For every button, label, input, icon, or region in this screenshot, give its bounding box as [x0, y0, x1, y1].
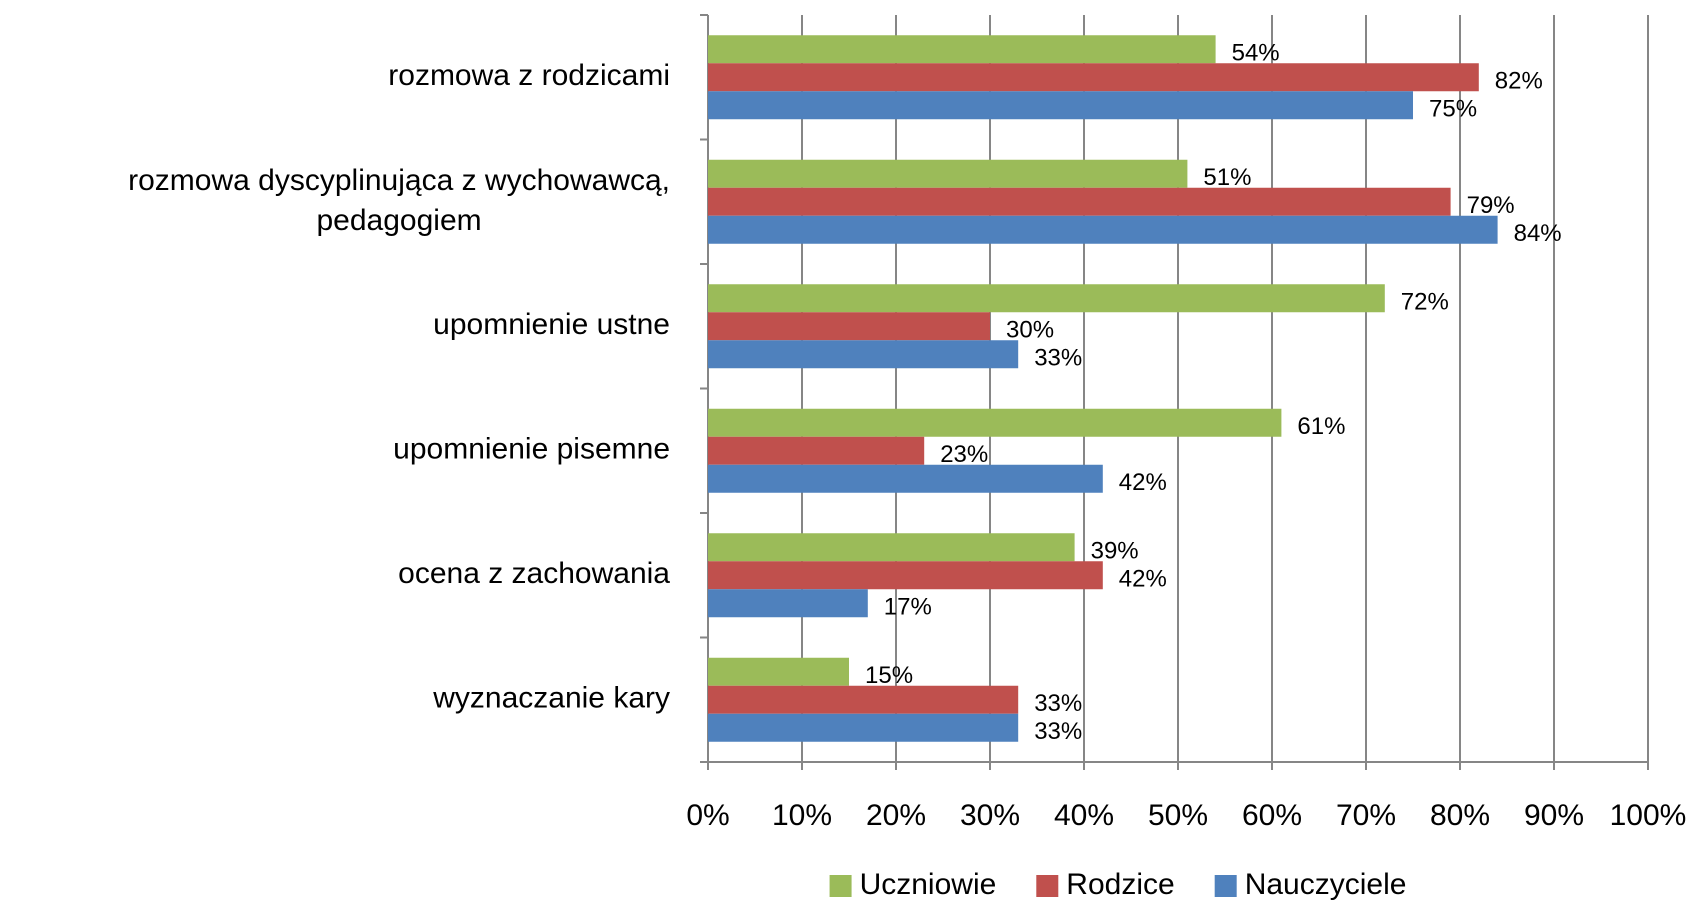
bar	[708, 340, 1019, 369]
bar	[708, 657, 849, 686]
x-tick-label: 70%	[1336, 799, 1396, 832]
data-label: 51%	[1203, 164, 1251, 191]
legend-label: Uczniowie	[860, 868, 997, 901]
data-label: 42%	[1119, 469, 1167, 496]
data-label: 23%	[940, 441, 988, 468]
data-label: 84%	[1514, 220, 1562, 247]
y-tick-label: upomnienie ustne	[433, 308, 670, 341]
legend-swatch	[829, 875, 852, 897]
x-tick-label: 50%	[1148, 799, 1208, 832]
data-label: 72%	[1401, 289, 1449, 316]
x-tick-label: 20%	[866, 799, 926, 832]
data-label: 33%	[1034, 718, 1082, 745]
data-label: 17%	[884, 594, 932, 621]
legend-label: Nauczyciele	[1245, 868, 1407, 901]
x-tick-label: 0%	[686, 799, 729, 832]
data-label: 33%	[1034, 690, 1082, 717]
legend-swatch	[1214, 875, 1237, 897]
x-tick-label: 40%	[1054, 799, 1114, 832]
y-tick-label: wyznaczanie kary	[432, 682, 670, 715]
bar	[708, 312, 990, 341]
legend-label: Rodzice	[1066, 868, 1174, 901]
bar	[708, 35, 1216, 64]
data-label: 82%	[1495, 68, 1543, 95]
data-label: 75%	[1429, 96, 1477, 123]
x-tick-label: 90%	[1524, 799, 1584, 832]
data-label: 30%	[1006, 317, 1054, 344]
bar	[708, 589, 868, 618]
x-tick-label: 80%	[1430, 799, 1490, 832]
x-tick-label: 100%	[1610, 799, 1687, 832]
bar	[708, 215, 1498, 244]
bar	[708, 284, 1385, 313]
bar	[708, 63, 1479, 92]
data-label: 33%	[1034, 345, 1082, 372]
bar	[708, 408, 1282, 437]
bar	[708, 533, 1075, 562]
data-label: 15%	[865, 662, 913, 689]
legend-swatch	[1036, 875, 1059, 897]
bar	[708, 187, 1451, 216]
bar	[708, 91, 1413, 120]
data-label: 39%	[1091, 538, 1139, 565]
y-tick-label: ocena z zachowania	[398, 557, 670, 590]
bar	[708, 436, 925, 465]
y-tick-label: upomnienie pisemne	[393, 433, 670, 466]
bar	[708, 159, 1188, 188]
y-tick-label: rozmowa dyscyplinująca z wychowawcą, peda…	[128, 164, 670, 237]
bar	[708, 464, 1103, 493]
bar	[708, 685, 1019, 714]
y-tick-label: rozmowa z rodzicami	[388, 59, 670, 92]
x-tick-label: 10%	[772, 799, 832, 832]
bar	[708, 561, 1103, 590]
data-label: 61%	[1297, 413, 1345, 440]
data-label: 54%	[1232, 40, 1280, 67]
data-label: 42%	[1119, 566, 1167, 593]
x-tick-label: 60%	[1242, 799, 1302, 832]
x-tick-label: 30%	[960, 799, 1020, 832]
data-label: 79%	[1467, 192, 1515, 219]
bar	[708, 713, 1019, 742]
